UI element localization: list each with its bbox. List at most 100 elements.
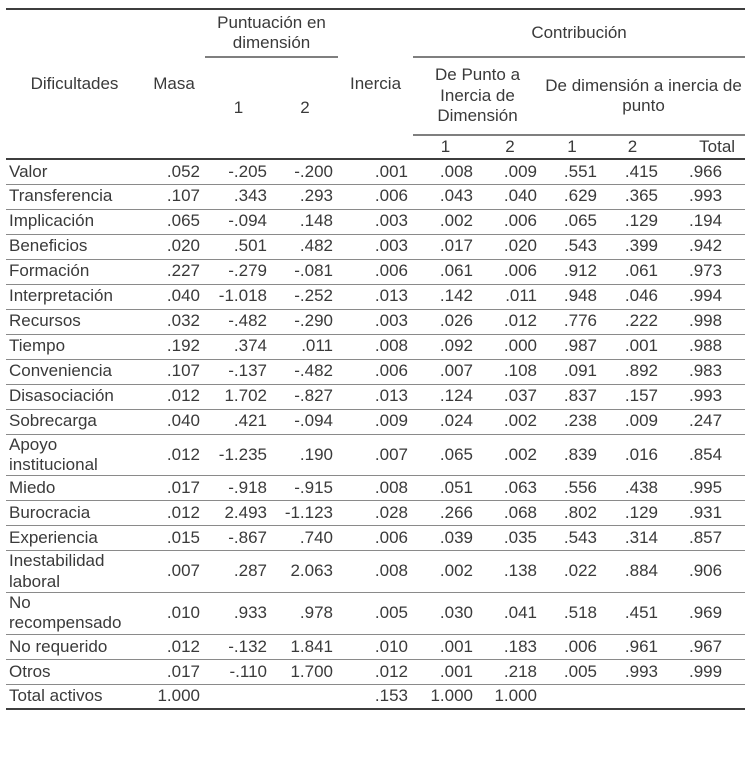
cell-contrib-dim-to-point1: .006 bbox=[542, 634, 603, 660]
cell-contrib-dim-to-point2: .451 bbox=[602, 592, 664, 635]
row-label: Disasociación bbox=[6, 384, 143, 410]
cell-inercia: .006 bbox=[338, 184, 414, 210]
cell-score-dim1: -.482 bbox=[205, 309, 272, 335]
cell-contrib-point-to-dim1: .051 bbox=[413, 475, 479, 502]
cell-contrib-dim-to-point2: .884 bbox=[602, 550, 664, 594]
cell-total: .988 bbox=[663, 334, 746, 360]
row-label: Apoyo institucional bbox=[6, 434, 143, 477]
cell-score-dim2: 1.841 bbox=[272, 634, 339, 660]
cell-contrib-point-to-dim2: .068 bbox=[478, 500, 543, 527]
cell-contrib-point-to-dim2: .040 bbox=[478, 184, 543, 210]
cell-contrib-dim-to-point1: .238 bbox=[542, 409, 603, 435]
cell-masa: 1.000 bbox=[143, 684, 205, 711]
table-row: Total activos 1.000.153 1.000 1.000 bbox=[6, 684, 746, 711]
cell-contrib-point-to-dim1: .002 bbox=[413, 550, 479, 594]
cell-inercia: .008 bbox=[338, 334, 414, 360]
cell-masa: .012 bbox=[143, 434, 205, 477]
column-header-contrib-punto-dim1: 1 bbox=[413, 135, 479, 160]
cell-score-dim1: .287 bbox=[205, 550, 272, 594]
cell-inercia: .005 bbox=[338, 592, 414, 635]
cell-masa: .192 bbox=[143, 334, 205, 360]
table-row: Transferencia .107.343.293.006.043.040.62… bbox=[6, 184, 746, 210]
group-header-de-punto-a-inercia: De Punto a Inercia de Dimensión bbox=[413, 57, 543, 136]
cell-contrib-dim-to-point1: .518 bbox=[542, 592, 603, 635]
cell-contrib-point-to-dim1: .024 bbox=[413, 409, 479, 435]
table-row: Interpretación .040 -1.018 -.252.013.142.01… bbox=[6, 284, 746, 310]
cell-contrib-dim-to-point2: .009 bbox=[602, 409, 664, 435]
cell-contrib-dim-to-point2 bbox=[602, 684, 664, 711]
cell-contrib-point-to-dim2: .218 bbox=[478, 659, 543, 685]
row-label: Experiencia bbox=[6, 525, 143, 552]
cell-inercia: .153 bbox=[338, 684, 414, 711]
cell-masa: .032 bbox=[143, 309, 205, 335]
cell-contrib-point-to-dim1: .026 bbox=[413, 309, 479, 335]
cell-contrib-point-to-dim1: .061 bbox=[413, 259, 479, 285]
cell-score-dim2: .190 bbox=[272, 434, 339, 477]
header-row-subgroups: 1 2 De Punto a Inercia de Dimensión De d… bbox=[6, 57, 746, 160]
cell-contrib-dim-to-point1: .543 bbox=[542, 234, 603, 260]
row-label: Inestabilidad laboral bbox=[6, 550, 143, 594]
group-header-de-dimension-a-inercia: De dimensión a inercia de punto bbox=[542, 57, 746, 136]
row-label: Valor bbox=[6, 159, 143, 185]
cell-inercia: .013 bbox=[338, 384, 414, 410]
cell-contrib-point-to-dim2: .009 bbox=[478, 159, 543, 185]
cell-contrib-point-to-dim1: 1.000 bbox=[413, 684, 479, 711]
cell-total: .998 bbox=[663, 309, 746, 335]
cell-score-dim1: .374 bbox=[205, 334, 272, 360]
column-header-puntuacion-dim1: 1 bbox=[205, 57, 272, 160]
cell-inercia: .012 bbox=[338, 659, 414, 685]
cell-contrib-dim-to-point1: .837 bbox=[542, 384, 603, 410]
cell-contrib-point-to-dim1: .266 bbox=[413, 500, 479, 527]
row-label: Miedo bbox=[6, 475, 143, 502]
row-label: Conveniencia bbox=[6, 359, 143, 385]
row-label: Formación bbox=[6, 259, 143, 285]
row-label: Sobrecarga bbox=[6, 409, 143, 435]
cell-score-dim2: -.290 bbox=[272, 309, 339, 335]
cell-inercia: .006 bbox=[338, 525, 414, 552]
cell-score-dim2 bbox=[272, 684, 339, 711]
cell-contrib-dim-to-point1: .987 bbox=[542, 334, 603, 360]
row-label: No recompensado bbox=[6, 592, 143, 635]
cell-total: .854 bbox=[663, 434, 746, 477]
row-label: Otros bbox=[6, 659, 143, 685]
cell-score-dim2: -.827 bbox=[272, 384, 339, 410]
cell-total: .194 bbox=[663, 209, 746, 235]
cell-contrib-dim-to-point2: .222 bbox=[602, 309, 664, 335]
cell-inercia: .006 bbox=[338, 259, 414, 285]
cell-total: .966 bbox=[663, 159, 746, 185]
cell-masa: .015 bbox=[143, 525, 205, 552]
cell-total: .247 bbox=[663, 409, 746, 435]
cell-inercia: .003 bbox=[338, 309, 414, 335]
cell-contrib-point-to-dim1: .124 bbox=[413, 384, 479, 410]
cell-inercia: .007 bbox=[338, 434, 414, 477]
cell-masa: .012 bbox=[143, 634, 205, 660]
cell-score-dim1: -.205 bbox=[205, 159, 272, 185]
cell-score-dim1: -.279 bbox=[205, 259, 272, 285]
cell-contrib-point-to-dim2: .012 bbox=[478, 309, 543, 335]
table-row: Recursos .032 -.482 -.290.003.026.012.776.2… bbox=[6, 309, 746, 335]
cell-masa: .010 bbox=[143, 592, 205, 635]
cell-contrib-dim-to-point1: .022 bbox=[542, 550, 603, 594]
cell-contrib-point-to-dim1: .007 bbox=[413, 359, 479, 385]
cell-score-dim2: .978 bbox=[272, 592, 339, 635]
cell-contrib-point-to-dim1: .065 bbox=[413, 434, 479, 477]
cell-contrib-point-to-dim1: .030 bbox=[413, 592, 479, 635]
cell-score-dim2: -.252 bbox=[272, 284, 339, 310]
cell-contrib-dim-to-point1: .912 bbox=[542, 259, 603, 285]
row-label: Tiempo bbox=[6, 334, 143, 360]
table-row: Experiencia .015 -.867.740.006.039.035.543… bbox=[6, 525, 746, 552]
cell-contrib-dim-to-point1: .551 bbox=[542, 159, 603, 185]
cell-contrib-dim-to-point2: .046 bbox=[602, 284, 664, 310]
table-row: Sobrecarga .040.421 -.094.009.024.002.238.… bbox=[6, 409, 746, 435]
cell-masa: .040 bbox=[143, 284, 205, 310]
cell-contrib-dim-to-point2: .129 bbox=[602, 209, 664, 235]
cell-contrib-dim-to-point2: .001 bbox=[602, 334, 664, 360]
cell-total: .973 bbox=[663, 259, 746, 285]
cell-score-dim1: -.132 bbox=[205, 634, 272, 660]
cell-contrib-dim-to-point1: .776 bbox=[542, 309, 603, 335]
cell-total: .969 bbox=[663, 592, 746, 635]
cell-contrib-point-to-dim2: .002 bbox=[478, 409, 543, 435]
cell-contrib-point-to-dim1: .008 bbox=[413, 159, 479, 185]
cell-contrib-point-to-dim2: .006 bbox=[478, 209, 543, 235]
cell-score-dim1: -.137 bbox=[205, 359, 272, 385]
